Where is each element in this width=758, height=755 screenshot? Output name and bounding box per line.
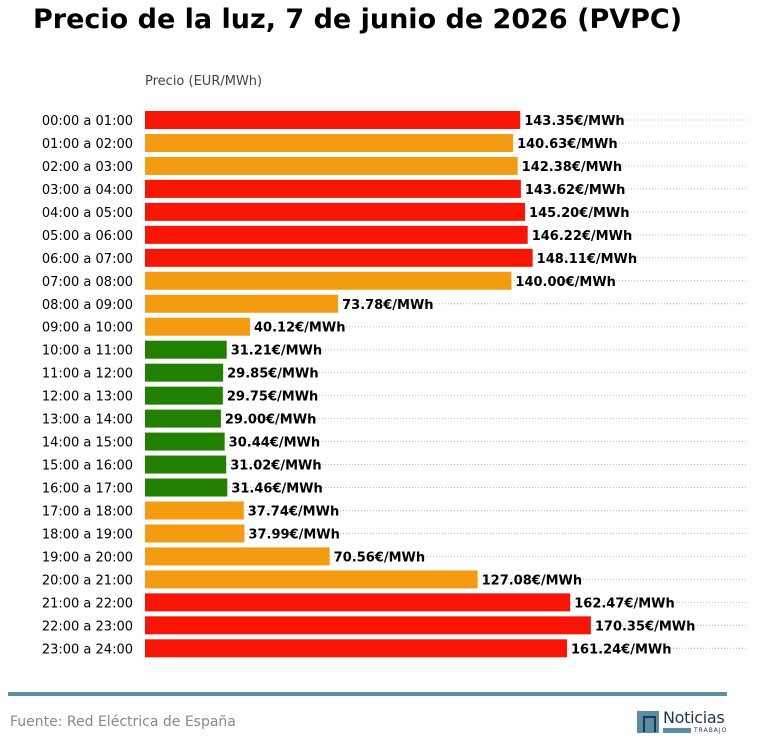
bar-15	[145, 455, 227, 474]
bar-4	[145, 202, 526, 221]
category-label: 01:00 a 02:00	[42, 137, 133, 152]
bar-11	[145, 363, 224, 382]
value-label: 140.63€/MWh	[517, 137, 618, 152]
value-label: 29.00€/MWh	[225, 413, 316, 428]
value-label: 29.85€/MWh	[227, 367, 318, 382]
bar-23	[145, 639, 568, 658]
bar-17	[145, 501, 244, 520]
category-label: 10:00 a 11:00	[42, 344, 133, 359]
footer-divider	[8, 692, 727, 696]
category-label: 06:00 a 07:00	[42, 252, 133, 267]
bar-1	[145, 133, 514, 152]
value-label: 37.99€/MWh	[248, 527, 339, 542]
bar-19	[145, 547, 330, 566]
value-label: 143.35€/MWh	[524, 114, 625, 129]
bar-3	[145, 179, 521, 198]
bar-0	[145, 111, 521, 129]
bar-16	[145, 478, 228, 497]
value-label: 142.38€/MWh	[522, 160, 623, 175]
value-label: 127.08€/MWh	[482, 573, 582, 588]
bar-8	[145, 294, 339, 313]
chart-title: Precio de la luz, 7 de junio de 2026 (PV…	[33, 4, 683, 35]
category-label: 14:00 a 15:00	[42, 436, 133, 451]
bar-2	[145, 156, 518, 175]
value-label: 148.11€/MWh	[537, 252, 638, 267]
category-label: 15:00 a 16:00	[42, 459, 133, 474]
value-label: 146.22€/MWh	[532, 229, 633, 244]
value-label: 29.75€/MWh	[227, 390, 318, 405]
value-label: 31.21€/MWh	[231, 344, 322, 359]
bar-22	[145, 616, 591, 635]
value-label: 30.44€/MWh	[229, 436, 320, 451]
value-label: 31.02€/MWh	[230, 459, 321, 474]
value-label: 161.24€/MWh	[571, 642, 672, 657]
category-label: 21:00 a 22:00	[42, 596, 133, 611]
bar-14	[145, 432, 225, 451]
category-label: 11:00 a 12:00	[42, 367, 133, 382]
value-label: 170.35€/MWh	[595, 619, 696, 634]
value-label: 162.47€/MWh	[574, 596, 675, 611]
bar-5	[145, 225, 528, 244]
category-label: 23:00 a 24:00	[42, 642, 133, 657]
value-label: 73.78€/MWh	[342, 298, 433, 313]
category-label: 19:00 a 20:00	[42, 550, 133, 565]
bar-13	[145, 409, 221, 428]
bar-7	[145, 271, 512, 290]
category-label: 02:00 a 03:00	[42, 160, 133, 175]
category-label: 16:00 a 17:00	[42, 482, 133, 497]
bar-12	[145, 386, 223, 405]
category-label: 08:00 a 09:00	[42, 298, 133, 313]
category-label: 17:00 a 18:00	[42, 504, 133, 519]
bar-18	[145, 524, 245, 543]
value-label: 37.74€/MWh	[248, 504, 339, 519]
category-label: 09:00 a 10:00	[42, 321, 133, 336]
category-label: 00:00 a 01:00	[42, 114, 133, 129]
value-label: 143.62€/MWh	[525, 183, 626, 198]
logo-underline	[663, 728, 691, 733]
category-label: 13:00 a 14:00	[42, 413, 133, 428]
value-label: 145.20€/MWh	[529, 206, 630, 221]
source-text: Fuente: Red Eléctrica de España	[10, 714, 236, 730]
bar-chart: 00:00 a 01:00 143.35€/MWh 01:00 a 02:00 140…	[42, 111, 747, 658]
category-label: 12:00 a 13:00	[42, 390, 133, 405]
category-label: 04:00 a 05:00	[42, 206, 133, 221]
logo-sub: TRABAJO	[694, 727, 728, 734]
category-label: 22:00 a 23:00	[42, 619, 133, 634]
category-label: 03:00 a 04:00	[42, 183, 133, 198]
logo-mark-icon	[637, 711, 659, 733]
value-label: 140.00€/MWh	[515, 275, 616, 290]
category-label: 07:00 a 08:00	[42, 275, 133, 290]
value-label: 31.46€/MWh	[231, 482, 322, 497]
bar-9	[145, 317, 251, 336]
category-label: 05:00 a 06:00	[42, 229, 133, 244]
noticias-trabajo-logo: Noticias TRABAJO	[636, 708, 731, 735]
category-label: 20:00 a 21:00	[42, 573, 133, 588]
bar-21	[145, 593, 571, 612]
logo-word: Noticias	[663, 708, 725, 727]
value-label: 70.56€/MWh	[334, 550, 425, 565]
bar-6	[145, 248, 533, 267]
category-label: 18:00 a 19:00	[42, 527, 133, 542]
bar-20	[145, 570, 478, 589]
bar-10	[145, 340, 227, 359]
axis-label: Precio (EUR/MWh)	[145, 74, 263, 89]
value-label: 40.12€/MWh	[254, 321, 345, 336]
